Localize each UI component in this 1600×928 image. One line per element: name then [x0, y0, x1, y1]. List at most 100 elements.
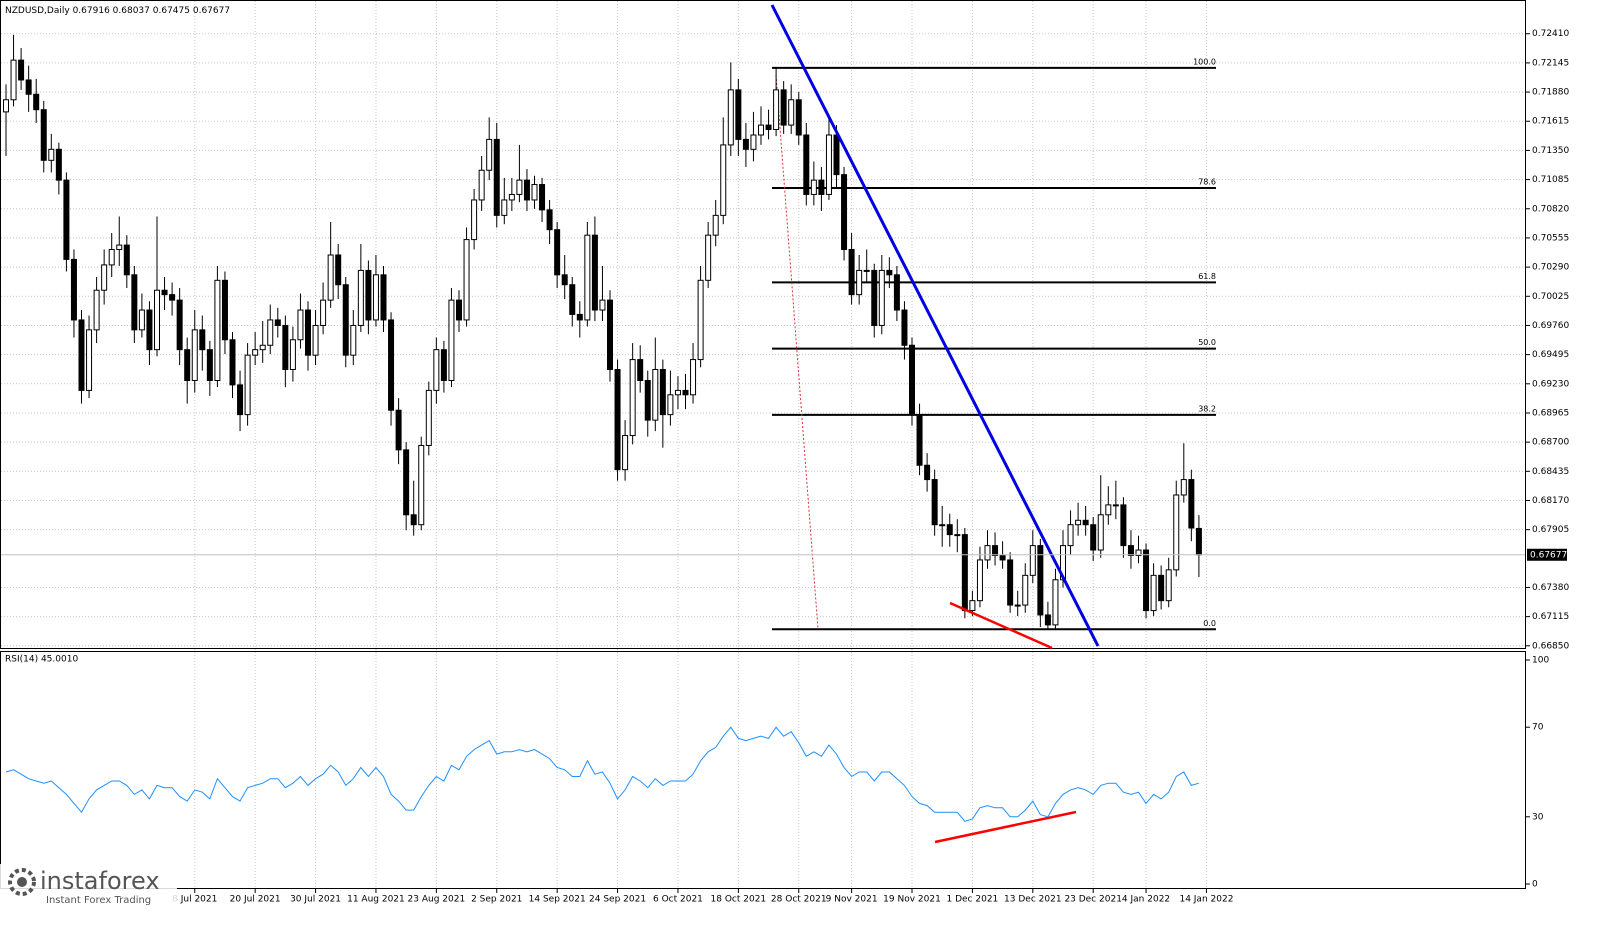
- candle-body: [1158, 574, 1165, 602]
- rsi-panel: [0, 651, 1526, 889]
- candle-body: [576, 313, 583, 321]
- candle-body: [1180, 479, 1187, 496]
- candle-body: [727, 89, 734, 146]
- y-tick-label: 0.71880: [1532, 88, 1569, 98]
- candle-body: [267, 319, 274, 346]
- candle-body: [1135, 549, 1142, 557]
- x-tick-label: 11 Aug 2021: [347, 895, 405, 905]
- candle-body: [433, 349, 440, 391]
- candle-body: [773, 89, 780, 130]
- candle-body: [320, 299, 327, 326]
- rsi-y-tick-label: 0: [1532, 880, 1538, 890]
- y-tick-label: 0.67380: [1532, 583, 1569, 593]
- y-tick-label: 0.71615: [1532, 117, 1569, 127]
- candle-body: [516, 179, 523, 195]
- price-divergence-line: [949, 601, 1053, 650]
- candle-body: [493, 138, 500, 216]
- candle-body: [108, 248, 115, 266]
- candle-body: [554, 229, 561, 276]
- high-value: 0.68037: [113, 6, 150, 16]
- candle-body: [1082, 519, 1089, 526]
- x-tick-label: 24 Sep 2021: [589, 895, 646, 905]
- candle-body: [546, 209, 553, 231]
- candle-body: [86, 329, 93, 391]
- fib-level-label: 100.0: [1193, 57, 1216, 66]
- candle-body: [1120, 504, 1127, 547]
- watermark: instaforex Instant Forex Trading: [0, 864, 177, 908]
- candle-body: [758, 124, 764, 136]
- candle-body: [599, 299, 606, 311]
- low-value: 0.67475: [153, 6, 190, 16]
- candle-body: [969, 600, 976, 612]
- candle-body: [1075, 519, 1082, 526]
- candle-body: [697, 279, 704, 361]
- y-tick-label: 0.69230: [1532, 379, 1569, 389]
- fib-level-label: 61.8: [1198, 272, 1216, 281]
- candle-body: [720, 144, 727, 216]
- candle-body: [1029, 545, 1036, 576]
- candle-body: [976, 559, 983, 602]
- candle-body: [856, 269, 863, 296]
- candle-body: [1044, 614, 1051, 626]
- rsi-y-tick-label: 30: [1532, 812, 1544, 822]
- candle-body: [1067, 524, 1074, 547]
- x-tick-label: 14 Sep 2021: [529, 895, 586, 905]
- candle-body: [501, 199, 508, 216]
- candle-body: [1105, 504, 1112, 516]
- candle-body: [622, 435, 629, 471]
- candle-body: [48, 148, 55, 161]
- y-tick-label: 0.68700: [1532, 438, 1569, 448]
- x-tick-label: 23 Dec 2021: [1064, 895, 1122, 905]
- candle-body: [78, 319, 85, 391]
- candle-body: [742, 138, 749, 150]
- y-tick-label: 0.68435: [1532, 467, 1569, 477]
- y-tick-label: 0.71085: [1532, 175, 1569, 185]
- candle-body: [116, 244, 123, 250]
- candle-body: [795, 99, 802, 136]
- x-tick-label: 14 Jan 2022: [1179, 895, 1233, 905]
- candle-body: [388, 319, 395, 411]
- candle-body: [199, 329, 206, 351]
- candle-body: [818, 179, 825, 195]
- y-tick-label: 0.67905: [1532, 525, 1569, 535]
- current-price-box: [1527, 548, 1567, 561]
- x-tick-label: 2 Sep 2021: [471, 895, 522, 905]
- open-value: 0.67916: [73, 6, 110, 16]
- fib-level-label: 50.0: [1198, 338, 1216, 347]
- candle-body: [327, 254, 334, 301]
- symbol: NZDUSD,Daily: [5, 6, 70, 16]
- candle-body: [229, 339, 236, 386]
- candle-body: [1143, 549, 1150, 612]
- candle-body: [508, 193, 515, 201]
- candle-body: [591, 234, 598, 311]
- candle-body: [365, 269, 372, 321]
- y-tick-label: 0.69495: [1532, 350, 1569, 360]
- candle-body: [1165, 569, 1172, 602]
- chart-header: NZDUSD,Daily 0.67916 0.68037 0.67475 0.6…: [5, 6, 230, 16]
- candle-body: [531, 184, 538, 201]
- candle-body: [659, 368, 666, 416]
- candle-body: [297, 309, 304, 341]
- x-tick-label: 8 Jul 2021: [172, 895, 217, 905]
- rsi-divergence-line: [934, 810, 1077, 844]
- candle-body: [154, 289, 160, 351]
- candle-body: [252, 349, 259, 356]
- rsi-y-tick-label: 70: [1532, 723, 1544, 733]
- candle-body: [40, 109, 47, 161]
- candle-body: [305, 309, 311, 356]
- candle-body: [878, 269, 885, 326]
- fib-anchor-line: [775, 74, 819, 630]
- candle-body: [63, 179, 70, 260]
- candle-body: [1112, 504, 1119, 507]
- y-tick-label: 0.70820: [1532, 204, 1569, 214]
- candle-body: [561, 274, 568, 286]
- candle-body: [946, 524, 953, 536]
- y-tick-label: 0.69760: [1532, 321, 1569, 331]
- y-tick-label: 0.71350: [1532, 146, 1569, 156]
- candle-body: [614, 368, 621, 471]
- candle-body: [705, 234, 712, 281]
- grid-layer: [1, 1, 1525, 888]
- watermark-tagline: Instant Forex Trading: [46, 895, 151, 906]
- candle-body: [750, 134, 757, 150]
